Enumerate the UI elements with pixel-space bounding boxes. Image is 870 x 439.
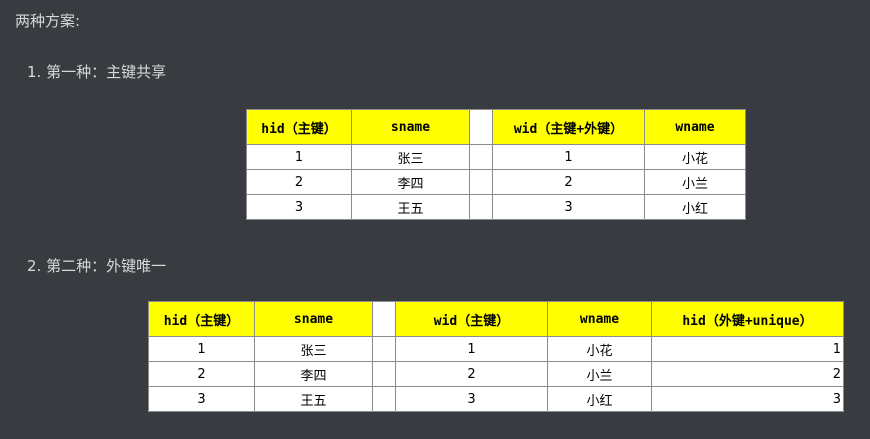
table-row: 1 张三 1 小花 — [246, 144, 746, 170]
table-cell: 3 — [246, 194, 352, 220]
table-gap — [469, 169, 493, 195]
column-header: hid（主键） — [246, 109, 352, 145]
table-cell: 小花 — [547, 336, 652, 362]
table-cell: 张三 — [351, 144, 470, 170]
table-cell: 2 — [651, 361, 844, 387]
table-cell: 小花 — [644, 144, 746, 170]
table-cell: 3 — [492, 194, 645, 220]
table-header-row: hid（主键） sname wid（主键+外键） wname — [246, 109, 746, 145]
table-cell: 1 — [246, 144, 352, 170]
column-header: wname — [644, 109, 746, 145]
table-cell: 李四 — [351, 169, 470, 195]
column-header: wid（主键+外键） — [492, 109, 645, 145]
table-header-row: hid（主键） sname wid（主键） wname hid（外键+uniqu… — [148, 301, 844, 337]
scheme-2-table: hid（主键） sname wid（主键） wname hid（外键+uniqu… — [148, 301, 844, 412]
table-cell: 小红 — [644, 194, 746, 220]
table-row: 1 张三 1 小花 1 — [148, 336, 844, 362]
table-cell: 小红 — [547, 386, 652, 412]
table-gap — [372, 301, 396, 337]
table-row: 2 李四 2 小兰 — [246, 169, 746, 195]
scheme-2-label: 2. 第二种：外键唯一 — [27, 257, 167, 275]
table-cell: 王五 — [254, 386, 373, 412]
scheme-1-table: hid（主键） sname wid（主键+外键） wname 1 张三 1 小花… — [246, 109, 746, 220]
table-row: 3 王五 3 小红 — [246, 194, 746, 220]
table-cell: 1 — [492, 144, 645, 170]
column-header: hid（主键） — [148, 301, 255, 337]
table-gap — [372, 336, 396, 362]
table-gap — [372, 386, 396, 412]
table-row: 3 王五 3 小红 3 — [148, 386, 844, 412]
table-gap — [469, 144, 493, 170]
table-cell: 2 — [492, 169, 645, 195]
table-cell: 3 — [148, 386, 255, 412]
table-cell: 李四 — [254, 361, 373, 387]
table-cell: 小兰 — [547, 361, 652, 387]
table-cell: 小兰 — [644, 169, 746, 195]
table-cell: 1 — [148, 336, 255, 362]
column-header: wname — [547, 301, 652, 337]
table-gap — [469, 109, 493, 145]
table-cell: 2 — [395, 361, 548, 387]
table-cell: 3 — [651, 386, 844, 412]
table-cell: 3 — [395, 386, 548, 412]
table-cell: 2 — [148, 361, 255, 387]
table-gap — [469, 194, 493, 220]
page-heading: 两种方案: — [15, 12, 81, 30]
table-cell: 1 — [651, 336, 844, 362]
table-cell: 1 — [395, 336, 548, 362]
table-gap — [372, 361, 396, 387]
table-cell: 2 — [246, 169, 352, 195]
scheme-1-label: 1. 第一种：主键共享 — [27, 63, 167, 81]
column-header: sname — [254, 301, 373, 337]
table-cell: 张三 — [254, 336, 373, 362]
table-cell: 王五 — [351, 194, 470, 220]
column-header: sname — [351, 109, 470, 145]
column-header: wid（主键） — [395, 301, 548, 337]
column-header: hid（外键+unique） — [651, 301, 844, 337]
table-row: 2 李四 2 小兰 2 — [148, 361, 844, 387]
